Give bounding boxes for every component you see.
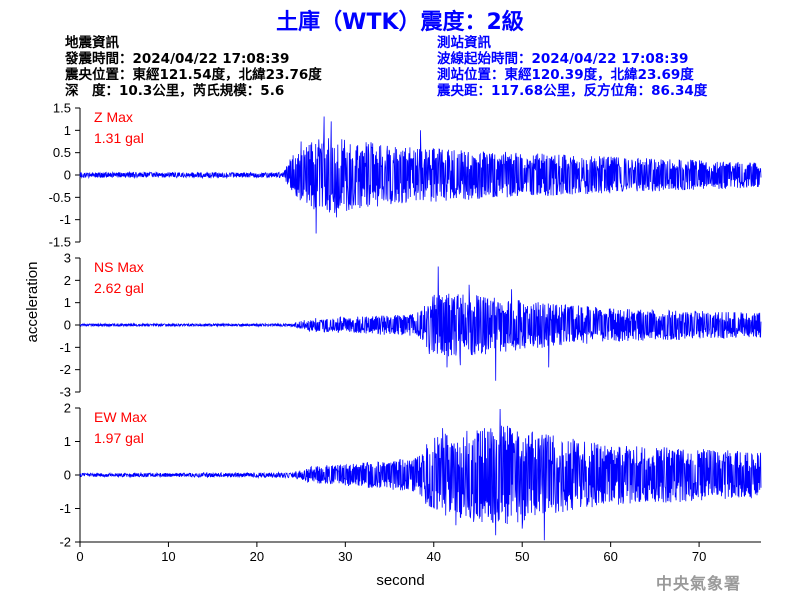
y-tick-label: 0.5 [53, 145, 71, 160]
y-tick-label: -1.5 [49, 235, 71, 250]
x-tick-label: 20 [250, 549, 264, 564]
x-tick-label: 30 [338, 549, 352, 564]
x-tick-label: 70 [692, 549, 706, 564]
y-tick-label: 1.5 [53, 101, 71, 116]
waveform-trace-ew [79, 408, 762, 541]
y-tick-label: 2 [64, 401, 71, 416]
max-value-ew: 1.97 gal [94, 430, 144, 446]
y-tick-label: -1 [59, 501, 71, 516]
max-label-ns: NS Max [94, 259, 144, 275]
depth-magnitude: 深 度：10.3公里，芮氏規模：5.6 [65, 83, 285, 99]
x-tick-label: 50 [515, 549, 529, 564]
y-tick-label: 0 [64, 168, 71, 183]
x-axis-label: second [376, 572, 424, 589]
station-location: 測站位置：東經120.39度，北緯23.69度 [437, 67, 694, 83]
event-info-heading: 地震資訊 [65, 35, 119, 51]
x-tick-label: 40 [427, 549, 441, 564]
y-tick-label: 1 [64, 434, 71, 449]
max-value-ns: 2.62 gal [94, 280, 144, 296]
y-tick-label: 3 [64, 251, 71, 266]
y-tick-label: -2 [59, 535, 71, 550]
y-tick-label: -0.5 [49, 190, 71, 205]
wave-start-time: 波線起始時間：2024/04/22 17:08:39 [437, 51, 689, 67]
agency-logo-text: 中央氣象署 [656, 574, 742, 593]
x-tick-label: 60 [603, 549, 617, 564]
y-tick-label: -1 [59, 212, 71, 227]
epicenter-location: 震央位置：東經121.54度，北緯23.76度 [65, 67, 322, 83]
max-label-z: Z Max [94, 109, 133, 125]
origin-time: 發震時間：2024/04/22 17:08:39 [65, 51, 290, 67]
y-tick-label: 2 [64, 273, 71, 288]
x-tick-label: 10 [161, 549, 175, 564]
chart-title: 土庫（WTK）震度：2級 [276, 10, 524, 35]
y-tick-label: -1 [59, 340, 71, 355]
x-tick-label: 0 [76, 549, 83, 564]
y-axis-label: acceleration [24, 262, 41, 343]
epicentral-distance: 震央距：117.68公里，反方位角：86.34度 [437, 83, 708, 99]
station-info-heading: 測站資訊 [437, 35, 491, 51]
station-info: 測站資訊 波線起始時間：2024/04/22 17:08:39 測站位置：東經1… [437, 35, 707, 99]
y-tick-label: -2 [59, 362, 71, 377]
y-tick-label: 0 [64, 318, 71, 333]
waveform-trace-ns [79, 266, 762, 381]
y-tick-label: 0 [64, 468, 71, 483]
max-value-z: 1.31 gal [94, 130, 144, 146]
y-tick-label: 1 [64, 123, 71, 138]
y-tick-label: -3 [59, 385, 71, 400]
y-tick-label: 1 [64, 295, 71, 310]
max-label-ew: EW Max [94, 409, 147, 425]
waveform-trace-z [79, 116, 762, 234]
event-info: 地震資訊 發震時間：2024/04/22 17:08:39 震央位置：東經121… [65, 35, 322, 99]
